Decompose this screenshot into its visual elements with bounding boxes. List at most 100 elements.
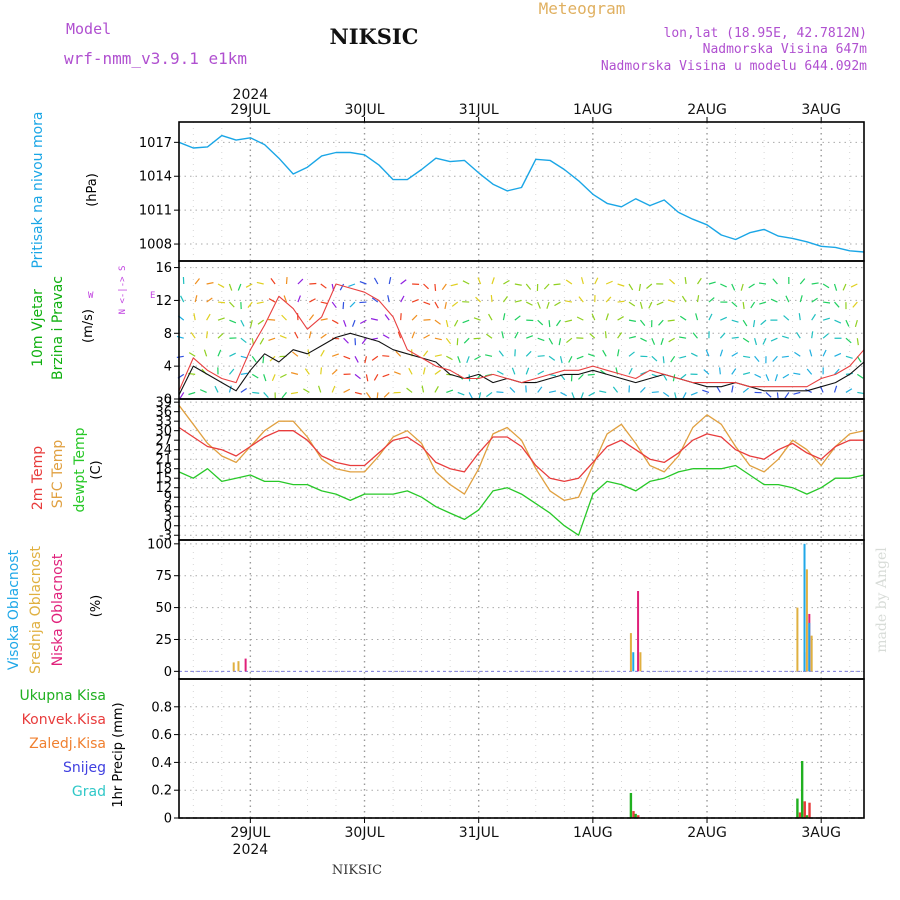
wind-arrow (662, 374, 668, 381)
top-day-label: 31JUL (459, 102, 499, 118)
precip-legend-item: Zaledj.Kisa (29, 736, 106, 752)
wind-arrow (343, 355, 351, 360)
wind-arrow (731, 319, 739, 323)
cloud-unit: (%) (89, 595, 104, 618)
wind-arrow (496, 370, 504, 375)
wind-arrow (856, 338, 859, 346)
wind-arrow (850, 283, 858, 288)
wind-arrow (408, 367, 413, 375)
wind-arrow (718, 367, 721, 375)
wind-arrow (679, 336, 687, 339)
wind-arrow (799, 278, 806, 285)
wind-arrow (662, 356, 665, 364)
wind-arrow (466, 356, 470, 364)
wind-arrow (682, 392, 687, 399)
wind-arrow (250, 320, 253, 328)
wind-arrow (477, 277, 482, 285)
wind-arrow (651, 355, 658, 362)
y-tick-label: 0 (164, 393, 172, 408)
y-tick-label: -3 (159, 529, 172, 544)
y-tick-label: 3 (164, 510, 172, 525)
wind-arrow (354, 356, 359, 363)
wind-arrow (697, 277, 702, 285)
chart-title: NIKSIC (330, 24, 419, 49)
y-tick-label: 25 (155, 633, 172, 648)
wind-arrow (752, 320, 756, 328)
top-day-label: 1AUG (573, 102, 613, 118)
wind-arrow (576, 355, 584, 360)
wind-arrow (578, 373, 584, 380)
wind-arrow (580, 392, 584, 400)
wind-arrow (371, 297, 379, 303)
wind-arrow (604, 331, 607, 339)
precip-bar (629, 792, 633, 818)
wind-arrow (798, 313, 801, 321)
wind-arrow (754, 373, 762, 378)
wind-arrow (783, 315, 790, 321)
wind-arrow (475, 296, 482, 303)
wind-arrow (203, 349, 208, 357)
wind-arrow (589, 332, 596, 339)
wind-arrow (251, 355, 257, 363)
wind-arrow (228, 283, 233, 291)
wind-arrow (488, 313, 493, 321)
y-tick-label: 39 (155, 396, 172, 411)
cloud-bar (808, 622, 811, 672)
wind-arrow (548, 320, 551, 328)
wind-arrow (822, 349, 827, 357)
wind-arrow (486, 333, 493, 339)
wind-arrow (672, 374, 676, 382)
wind-arrow (784, 392, 790, 399)
wind-arrow (411, 314, 418, 321)
wind-arrow (617, 283, 625, 287)
wind-arrow (772, 355, 778, 362)
wind-arrow (285, 276, 288, 285)
y-tick-label: 4 (164, 360, 172, 375)
cloud-bar (639, 652, 642, 672)
wind-arrow (834, 352, 842, 357)
model-label: Model (66, 20, 111, 38)
wind-arrow (279, 373, 287, 379)
wind-arrow (498, 350, 504, 357)
wind-arrow (543, 283, 550, 290)
wind-arrow (383, 391, 390, 398)
wind-arrow (679, 315, 687, 321)
wind-arrow (382, 373, 390, 378)
wind-arrow (199, 389, 207, 393)
wind-arrow (576, 316, 584, 321)
wind-arrow (373, 374, 379, 381)
wind-arrow (462, 319, 470, 324)
wind-arrow (371, 355, 379, 361)
dewpoint-line (178, 464, 865, 536)
y-tick-label: 33 (155, 415, 172, 430)
wind-arrow (229, 319, 237, 324)
wind-arrow (760, 319, 767, 326)
wind-arrow (811, 313, 816, 321)
wind-arrow (343, 337, 349, 344)
wind-arrow (263, 392, 269, 399)
wind-arrow (640, 337, 647, 342)
wind-arrow (845, 388, 853, 393)
wind-arrow (423, 350, 429, 357)
wind-arrow (290, 372, 299, 375)
wind-arrow (217, 349, 222, 357)
wind-arrow (361, 337, 367, 345)
wind-arrow (217, 333, 224, 339)
wind-arrow (384, 314, 390, 321)
wind-arrow (708, 297, 715, 303)
wind-arrow (422, 367, 426, 375)
wind-arrow (793, 372, 801, 375)
wind-arrow (279, 335, 287, 339)
wind-arrow (320, 301, 328, 305)
dewpt-label: dewpt Temp (72, 427, 88, 512)
wind-arrow (702, 389, 710, 393)
y-tick-label: 0.6 (151, 728, 172, 743)
sfc-temp-label: SFC Temp (50, 440, 66, 509)
y-tick-label: 9 (164, 491, 172, 506)
wind-arrow (638, 283, 642, 292)
wind-arrow (217, 317, 225, 321)
wind-arrow (194, 278, 200, 285)
wind-arrow (434, 354, 442, 357)
wind-arrow (237, 283, 242, 291)
wind-arrow (179, 392, 185, 399)
